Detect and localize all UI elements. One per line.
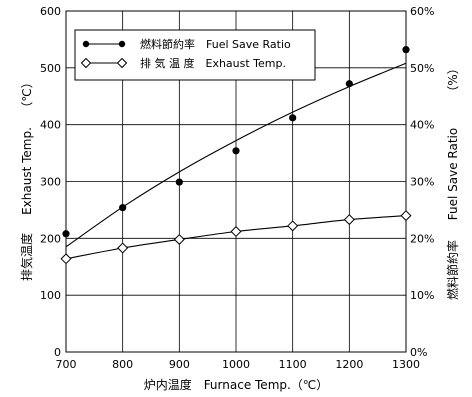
data-point-exhaust-temp xyxy=(117,242,129,254)
data-point-exhaust-temp xyxy=(287,220,299,232)
y-left-title-en-group: Exhaust Temp. xyxy=(20,127,34,215)
data-point-fuel-save-ratio xyxy=(232,147,240,155)
data-point-exhaust-temp xyxy=(343,214,355,226)
series xyxy=(60,46,412,265)
y-right-tick-label: 40% xyxy=(410,119,434,132)
legend-exhaust-marker-right xyxy=(116,57,128,69)
legend-box xyxy=(74,29,316,81)
y-left-title-unit: （℃） xyxy=(20,76,34,113)
y-right-tick-label: 10% xyxy=(410,289,434,302)
x-tick-label: 800 xyxy=(112,358,133,371)
y-right-title-jp-group: 燃料節約率 xyxy=(445,240,460,300)
data-point-fuel-save-ratio xyxy=(345,80,353,88)
legend: 燃料節約率 Fuel Save Ratio 排 気 温 度 Exhaust Te… xyxy=(74,29,316,81)
data-point-exhaust-temp xyxy=(230,226,242,238)
data-point-exhaust-temp xyxy=(173,233,185,245)
legend-fuel-label: 燃料節約率 Fuel Save Ratio xyxy=(140,37,291,51)
y-left-tick-label: 500 xyxy=(40,62,61,75)
y-right-title-en-group: Fuel Save Ratio xyxy=(446,128,460,220)
x-tick-labels: 700 800 900 1000 1100 1200 1300 xyxy=(56,358,421,371)
y-right-tick-label: 60% xyxy=(410,5,434,18)
x-tick-label: 900 xyxy=(169,358,190,371)
x-tick-label: 700 xyxy=(56,358,77,371)
y-left-tick-label: 100 xyxy=(40,289,61,302)
data-point-fuel-save-ratio xyxy=(62,230,70,238)
y-right-title-unit-group: （%） xyxy=(446,62,460,97)
x-axis-title: 炉内温度 Furnace Temp.（℃） xyxy=(144,377,329,392)
y-left-tick-label: 400 xyxy=(40,119,61,132)
data-point-fuel-save-ratio xyxy=(175,178,183,186)
x-tick-label: 1200 xyxy=(335,358,363,371)
data-point-exhaust-temp xyxy=(60,253,72,265)
data-point-fuel-save-ratio xyxy=(289,114,297,122)
y-right-tick-label: 30% xyxy=(410,176,434,189)
y-right-title-jp: 燃料節約率 xyxy=(445,240,460,300)
y-left-tick-label: 0 xyxy=(54,346,61,359)
y-right-tick-label: 50% xyxy=(410,62,434,75)
y-right-tick-label: 20% xyxy=(410,232,434,245)
x-tick-label: 1000 xyxy=(222,358,250,371)
y-right-tick-label: 0% xyxy=(410,346,427,359)
x-tick-label: 1300 xyxy=(392,358,420,371)
data-point-fuel-save-ratio xyxy=(119,204,127,212)
data-point-exhaust-temp xyxy=(400,210,412,222)
legend-fuel-marker-right xyxy=(118,40,126,48)
y-right-tick-labels: 0% 10% 20% 30% 40% 50% 60% xyxy=(410,5,434,359)
y-left-title-jp: 排気温度 xyxy=(19,233,34,281)
legend-exhaust-label: 排 気 温 度 Exhaust Temp. xyxy=(140,56,286,70)
y-left-title-en: Exhaust Temp. xyxy=(20,127,34,215)
data-point-fuel-save-ratio xyxy=(402,46,410,54)
x-tick-label: 1100 xyxy=(279,358,307,371)
y-right-title-en: Fuel Save Ratio xyxy=(446,128,460,220)
legend-fuel-marker-left xyxy=(82,40,90,48)
plot-frame xyxy=(65,10,407,353)
y-right-title-unit: （%） xyxy=(446,62,460,97)
y-left-tick-label: 600 xyxy=(40,5,61,18)
y-left-tick-label: 300 xyxy=(40,176,61,189)
legend-exhaust-marker-left xyxy=(80,57,92,69)
y-left-title-unit-group: （℃） xyxy=(20,76,34,113)
y-left-title-jp-group: 排気温度 xyxy=(19,233,34,281)
y-left-tick-label: 200 xyxy=(40,232,61,245)
y-left-tick-labels: 0 100 200 300 400 500 600 xyxy=(40,5,61,359)
